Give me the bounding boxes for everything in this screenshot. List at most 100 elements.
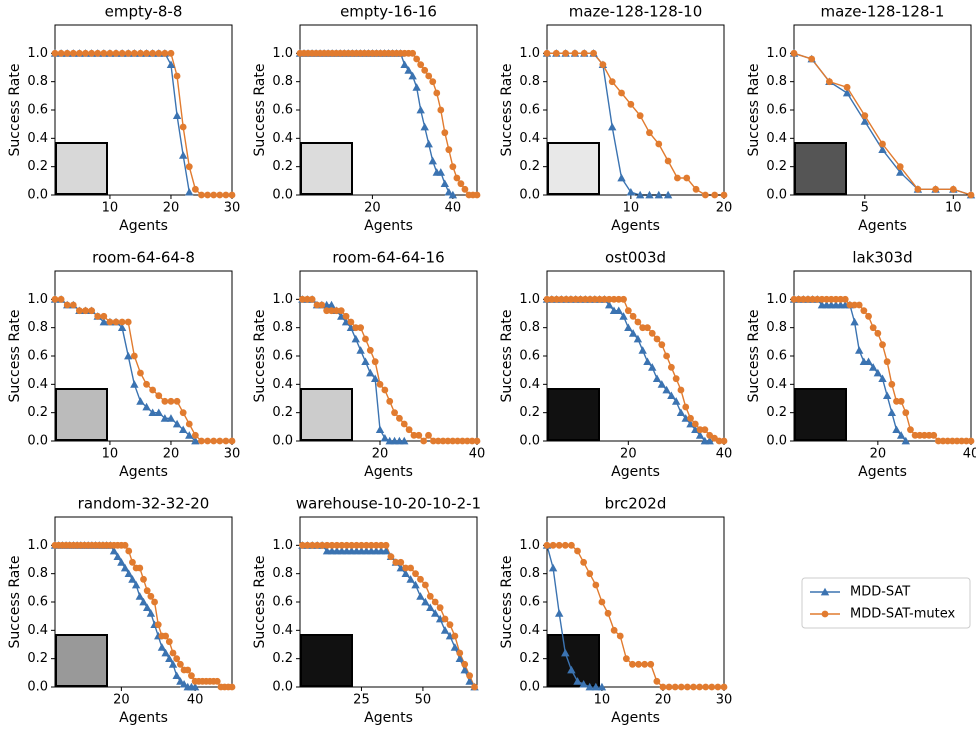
y-tick-label: 0.0 — [766, 434, 787, 449]
y-tick-label: 0.6 — [27, 103, 48, 118]
chart-title: lak303d — [852, 249, 912, 267]
marker-circle — [386, 398, 393, 405]
x-tick-label: 10 — [102, 447, 119, 462]
marker-circle — [451, 633, 458, 640]
marker-triangle — [643, 357, 651, 365]
marker-triangle — [608, 123, 616, 131]
marker-circle — [412, 570, 419, 577]
subplot: maze-128-128-1AgentsSuccess Rate0.00.20.… — [746, 3, 971, 235]
marker-circle — [113, 319, 120, 326]
x-tick-label: 20 — [655, 693, 672, 708]
y-tick-label: 0.2 — [766, 405, 787, 420]
marker-circle — [932, 186, 939, 193]
marker-circle — [856, 302, 863, 309]
y-tick-label: 0.2 — [519, 159, 540, 174]
marker-circle — [930, 432, 937, 439]
marker-circle — [415, 432, 422, 439]
marker-circle — [665, 158, 672, 165]
x-tick-label: 40 — [716, 447, 733, 462]
marker-triangle — [627, 188, 635, 196]
marker-circle — [82, 307, 89, 314]
marker-triangle — [549, 564, 557, 572]
y-axis-label: Success Rate — [7, 556, 23, 649]
marker-circle — [88, 307, 95, 314]
marker-circle — [381, 387, 388, 394]
marker-circle — [898, 398, 905, 405]
x-tick-label: 20 — [364, 201, 381, 216]
y-tick-label: 0.4 — [272, 377, 293, 392]
x-tick-label: 10 — [102, 201, 119, 216]
marker-circle — [52, 296, 59, 303]
y-tick-label: 0.8 — [272, 566, 293, 581]
y-tick-label: 0.0 — [27, 434, 48, 449]
marker-circle — [64, 302, 71, 309]
inset-map — [795, 143, 846, 194]
y-tick-label: 0.0 — [272, 680, 293, 695]
x-tick-label: 20 — [372, 447, 389, 462]
marker-circle — [574, 548, 581, 555]
y-tick-label: 0.2 — [519, 651, 540, 666]
marker-circle — [625, 307, 632, 314]
marker-circle — [641, 661, 648, 668]
legend-label: MDD-SAT-mutex — [850, 607, 956, 622]
marker-circle — [362, 336, 369, 343]
marker-circle — [216, 438, 223, 445]
marker-triangle — [555, 609, 563, 617]
marker-circle — [678, 387, 685, 394]
subplot: brc202dAgentsSuccess Rate0.00.20.40.60.8… — [499, 495, 732, 727]
marker-circle — [861, 112, 868, 119]
marker-circle — [544, 50, 551, 57]
marker-circle — [186, 163, 193, 170]
y-tick-label: 0.4 — [766, 377, 787, 392]
marker-circle — [617, 633, 624, 640]
x-tick-label: 30 — [224, 201, 241, 216]
marker-circle — [844, 84, 851, 91]
marker-circle — [437, 604, 444, 611]
marker-circle — [180, 409, 187, 416]
y-tick-label: 0.8 — [519, 566, 540, 581]
marker-circle — [188, 672, 195, 679]
marker-triangle — [136, 592, 144, 600]
marker-circle — [870, 324, 877, 331]
marker-circle — [397, 559, 404, 566]
y-tick-label: 0.4 — [272, 623, 293, 638]
marker-circle — [162, 633, 169, 640]
y-tick-label: 0.6 — [519, 103, 540, 118]
x-tick-label: 30 — [716, 693, 733, 708]
y-tick-label: 1.0 — [519, 292, 540, 307]
marker-circle — [684, 684, 691, 691]
marker-circle — [672, 684, 679, 691]
marker-circle — [586, 570, 593, 577]
y-tick-label: 0.0 — [519, 680, 540, 695]
marker-circle — [449, 163, 456, 170]
y-tick-label: 0.0 — [272, 188, 293, 203]
marker-circle — [647, 661, 654, 668]
y-tick-label: 1.0 — [27, 46, 48, 61]
marker-circle — [144, 587, 151, 594]
marker-triangle — [366, 369, 374, 377]
marker-circle — [445, 146, 452, 153]
y-tick-label: 0.2 — [27, 405, 48, 420]
marker-circle — [458, 180, 465, 187]
marker-circle — [113, 50, 120, 57]
marker-circle — [425, 73, 432, 80]
marker-circle — [649, 330, 656, 337]
marker-triangle — [400, 60, 408, 68]
marker-circle — [696, 684, 703, 691]
x-axis-label: Agents — [364, 464, 413, 480]
marker-circle — [879, 141, 886, 148]
marker-circle — [791, 50, 798, 57]
marker-circle — [125, 319, 132, 326]
chart-title: random-32-32-20 — [78, 495, 210, 513]
y-tick-label: 1.0 — [272, 292, 293, 307]
y-tick-label: 1.0 — [272, 46, 293, 61]
y-tick-label: 0.2 — [27, 651, 48, 666]
marker-circle — [874, 330, 881, 337]
y-axis-label: Success Rate — [7, 64, 23, 157]
marker-circle — [683, 175, 690, 182]
x-tick-label: 40 — [963, 447, 976, 462]
x-axis-label: Agents — [364, 218, 413, 234]
marker-circle — [562, 542, 569, 549]
marker-circle — [701, 426, 708, 433]
x-tick-label: 10 — [945, 201, 962, 216]
